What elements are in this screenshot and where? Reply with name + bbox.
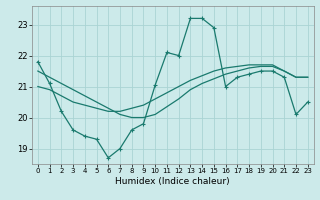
X-axis label: Humidex (Indice chaleur): Humidex (Indice chaleur) (116, 177, 230, 186)
